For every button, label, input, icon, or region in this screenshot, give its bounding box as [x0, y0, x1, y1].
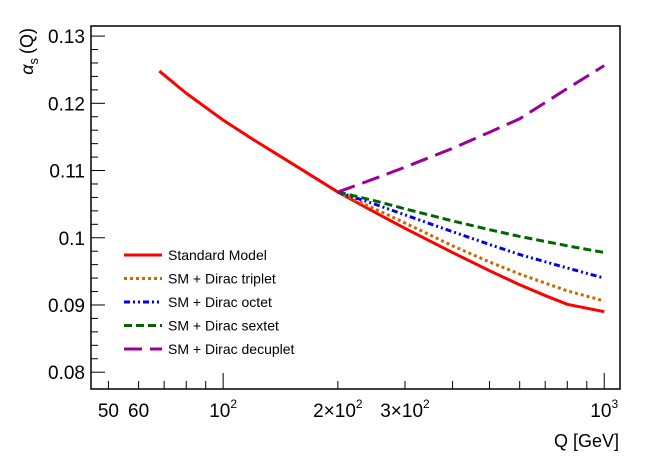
y-axis-title-arg: (Q)	[17, 28, 37, 54]
y-axis-title-symbol: α	[17, 64, 37, 75]
x-tick-label: 103	[590, 397, 618, 422]
y-tick-label: 0.11	[49, 162, 85, 183]
y-tick-label: 0.13	[48, 27, 85, 48]
y-axis-title-sub: s	[26, 58, 41, 65]
x-tick-label: 3×102	[380, 397, 430, 422]
plot-frame	[90, 25, 621, 390]
series-line-3	[337, 190, 605, 255]
y-tick-label: 0.12	[48, 94, 85, 115]
series-line-2	[337, 190, 605, 280]
x-axis-title: Q [GeV]	[554, 431, 619, 451]
y-tick-label: 0.08	[48, 363, 85, 384]
x-tick-label: 2×102	[313, 397, 363, 422]
legend-label-2: SM + Dirac octet	[168, 294, 272, 310]
legend: Standard Model SM + Dirac triplet SM + Dir…	[124, 247, 295, 357]
legend-label-1: SM + Dirac triplet	[168, 271, 276, 287]
y-axis-title: αs (Q)	[17, 28, 41, 75]
axis-layer: 0.08 0.09 0.1 0.11 0.12 0.13 50 60 102 2×102 3×102…	[48, 27, 618, 422]
x-tick-label: 60	[128, 401, 149, 422]
x-tick-label: 102	[209, 397, 237, 422]
y-tick-label: 0.1	[59, 229, 85, 250]
series-line-0	[158, 69, 605, 314]
legend-label-3: SM + Dirac sextet	[168, 318, 279, 334]
x-tick-label: 50	[98, 401, 119, 422]
series-layer	[158, 64, 606, 314]
series-line-4	[337, 64, 606, 194]
legend-label-4: SM + Dirac decuplet	[168, 341, 295, 357]
series-line-1	[337, 190, 605, 303]
legend-label-0: Standard Model	[168, 247, 267, 263]
y-tick-label: 0.09	[48, 296, 85, 317]
